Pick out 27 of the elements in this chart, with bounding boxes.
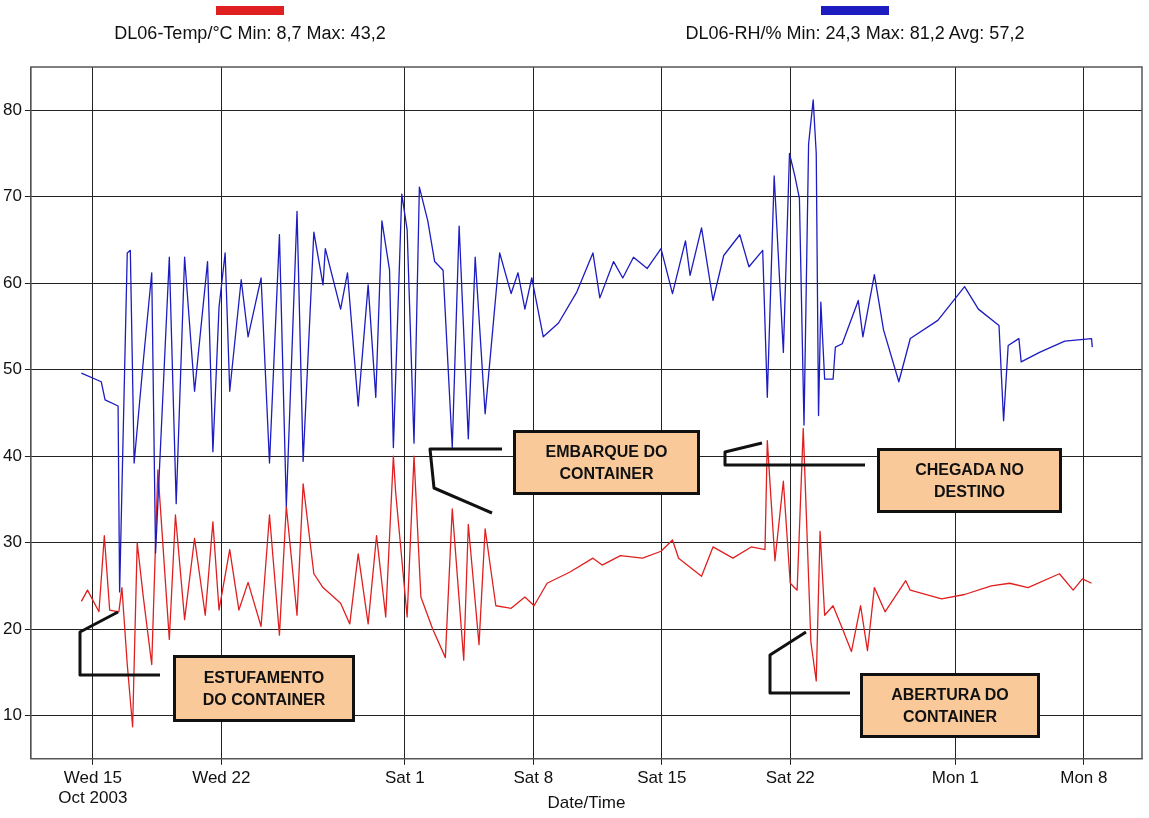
legend-label: DL06-Temp/°C Min: 8,7 Max: 43,2 bbox=[114, 23, 386, 43]
y-tick-label: 60 bbox=[2, 272, 22, 292]
y-tick-label: 70 bbox=[2, 186, 22, 206]
x-tick-label: Wed 15 Oct 2003 bbox=[58, 767, 128, 808]
x-tick-label: Wed 22 bbox=[192, 767, 251, 787]
x-axis-title: Date/Time bbox=[547, 793, 626, 813]
callout: ESTUFAMENTO DO CONTAINER bbox=[78, 610, 357, 724]
callout: ABERTURA DO CONTAINER bbox=[768, 630, 1042, 740]
annotation: CHEGADA NO DESTINO bbox=[877, 448, 1062, 513]
x-tick-label: Sat 22 bbox=[765, 767, 815, 787]
x-tick-label: Sat 1 bbox=[384, 767, 425, 787]
y-tick-label: 20 bbox=[2, 618, 22, 638]
y-tick-label: 30 bbox=[2, 532, 22, 552]
annotation: ABERTURA DO CONTAINER bbox=[860, 673, 1040, 738]
callout: EMBARQUE DO CONTAINER bbox=[428, 428, 702, 515]
annotation: ESTUFAMENTO DO CONTAINER bbox=[173, 655, 355, 722]
x-tick-label: Sat 15 bbox=[637, 767, 687, 787]
x-tick-label: Mon 1 bbox=[931, 767, 980, 787]
y-tick-label: 80 bbox=[2, 99, 22, 119]
legend-label: DL06-RH/% Min: 24,3 Max: 81,2 Avg: 57,2 bbox=[685, 23, 1025, 43]
y-tick-label: 10 bbox=[2, 705, 22, 725]
annotation: EMBARQUE DO CONTAINER bbox=[513, 430, 700, 495]
x-tick-label: Mon 8 bbox=[1060, 767, 1108, 787]
callout: CHEGADA NO DESTINO bbox=[723, 441, 1064, 515]
x-tick-label: Sat 8 bbox=[513, 767, 554, 787]
y-tick-label: 40 bbox=[2, 445, 22, 465]
y-tick-label: 50 bbox=[2, 359, 22, 379]
